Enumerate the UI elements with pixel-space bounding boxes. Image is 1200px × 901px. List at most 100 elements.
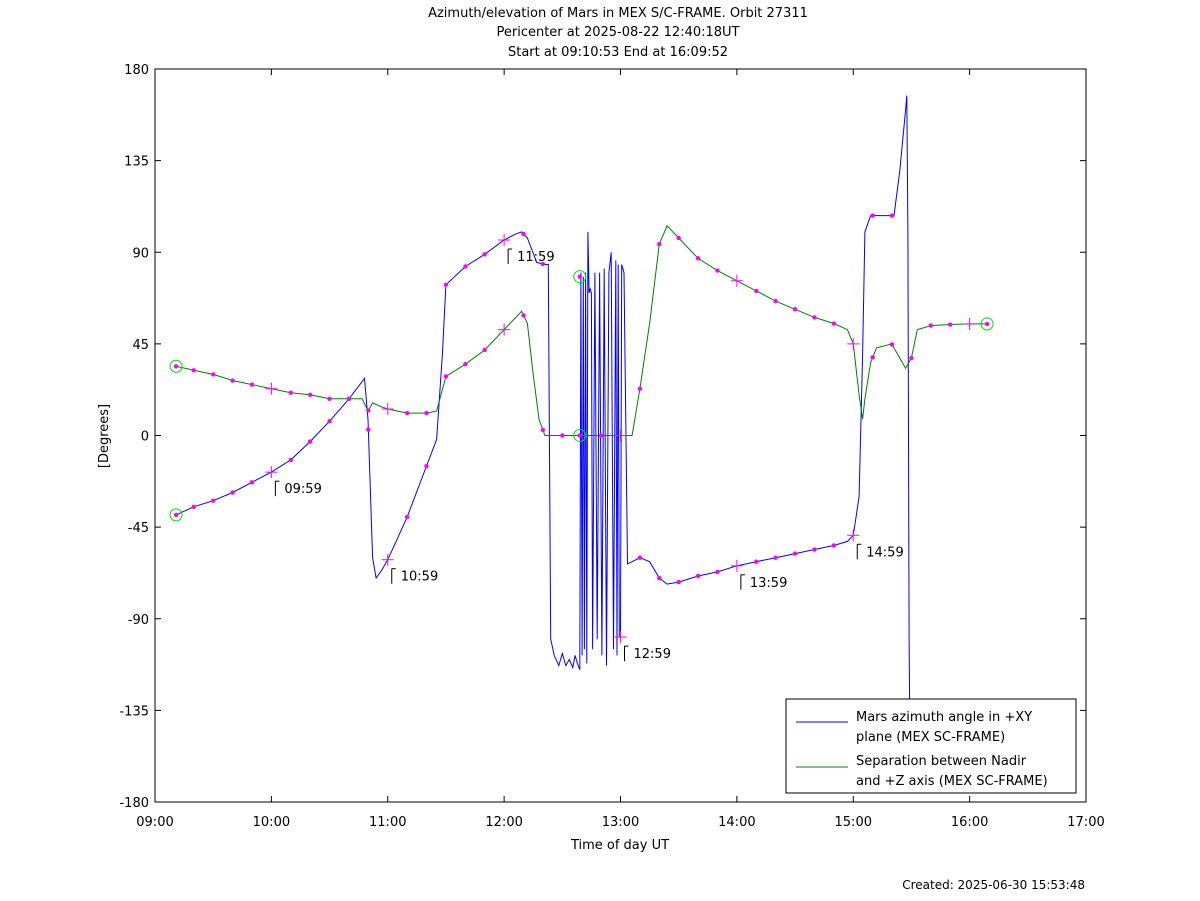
- y-tick-label: 180: [124, 63, 149, 78]
- x-tick-label: 10:00: [253, 815, 290, 830]
- time-annotation: 10:59: [391, 568, 438, 585]
- legend-label-azimuth-line-2: plane (MEX SC-FRAME): [856, 730, 1005, 745]
- data-point-dot: [424, 410, 429, 416]
- x-tick-label: 17:00: [1067, 815, 1104, 830]
- data-point-dot: [598, 433, 604, 438]
- time-annotation: 14:59: [856, 543, 904, 560]
- data-point-dot: [191, 504, 196, 509]
- data-point-dot: [307, 392, 313, 397]
- data-point-dot: [210, 372, 216, 377]
- axis-ticks: 09:00 10:00 11:00 12:00 13:00 14:00 15:00 16:00…: [119, 63, 1104, 830]
- endpoint-marker: [169, 359, 183, 373]
- data-point-dot: [831, 321, 837, 326]
- x-tick-label: 14:00: [718, 815, 755, 830]
- legend-label-separation-line-1: Separation between Nadir: [856, 754, 1027, 769]
- data-point-dot: [288, 457, 294, 463]
- hour-marker: [265, 466, 278, 479]
- data-point-dot: [482, 252, 487, 257]
- y-tick-label: -180: [119, 796, 149, 811]
- series-layer: [175, 95, 988, 711]
- data-point-dot: [695, 256, 701, 261]
- data-point-dot: [307, 439, 313, 444]
- x-tick-label: 13:00: [602, 815, 639, 830]
- data-point-dot: [482, 347, 487, 353]
- hour-marker: [963, 317, 976, 330]
- data-point-dot: [327, 419, 332, 424]
- x-tick-label: 09:00: [136, 815, 173, 830]
- y-tick-label: 90: [132, 246, 149, 261]
- data-point-dot: [191, 368, 196, 373]
- x-tick-label: 16:00: [951, 815, 988, 830]
- hour-marker: [381, 403, 394, 416]
- data-point-dot: [870, 355, 875, 360]
- data-point-dot: [792, 551, 798, 556]
- data-point-dot: [521, 313, 526, 318]
- hour-marker: [847, 529, 860, 542]
- hour-marker: [614, 429, 627, 442]
- legend-label-separation-line-2: and +Z axis (MEX SC-FRAME): [856, 774, 1048, 789]
- data-point-dot: [463, 362, 468, 367]
- data-point-dot: [404, 514, 410, 520]
- y-tick-label: -45: [128, 521, 149, 536]
- data-point-dot: [637, 386, 643, 391]
- legend-box: [785, 698, 1077, 794]
- data-point-dot: [831, 543, 837, 548]
- data-point-dot: [715, 569, 720, 575]
- data-point-dot: [249, 480, 255, 485]
- time-annotation: 12:59: [624, 645, 671, 662]
- data-point-dot: [366, 408, 371, 413]
- data-point-dot: [812, 315, 817, 320]
- hour-marker: [498, 234, 511, 247]
- hour-marker: [265, 382, 278, 395]
- data-point-dot: [792, 307, 798, 312]
- data-point-dot: [210, 498, 216, 503]
- data-point-dot: [928, 323, 934, 328]
- data-point-dot: [249, 382, 255, 387]
- data-point-dot: [560, 433, 565, 438]
- marker-layer: [169, 213, 994, 644]
- y-tick-label: 135: [124, 155, 149, 170]
- time-annotation-label: 13:59: [750, 576, 787, 591]
- data-point-dot: [889, 213, 895, 218]
- y-tick-label: -90: [128, 613, 149, 628]
- data-point-dot: [327, 396, 332, 402]
- annotation-layer: 09:59 10:59 11:59 12:59 13:59 14:59: [274, 248, 904, 662]
- data-point-dot: [366, 427, 371, 432]
- data-point-dot: [404, 410, 410, 416]
- data-point-dot: [346, 396, 352, 402]
- data-point-dot: [889, 342, 895, 347]
- time-annotation-label: 11:59: [517, 250, 554, 265]
- data-point-dot: [443, 282, 449, 288]
- data-point-dot: [754, 288, 759, 294]
- x-tick-label: 11:00: [369, 815, 406, 830]
- data-point-dot: [657, 575, 662, 581]
- y-tick-label: -135: [119, 704, 149, 719]
- x-tick-label: 12:00: [485, 815, 522, 830]
- hour-marker: [614, 631, 627, 644]
- time-annotation-label: 10:59: [401, 570, 438, 585]
- hour-marker: [730, 274, 743, 287]
- y-tick-label: 0: [141, 430, 149, 445]
- data-point-dot: [230, 490, 235, 495]
- data-point-dot: [463, 264, 468, 269]
- time-annotation: 13:59: [740, 574, 787, 591]
- endpoint-marker: [573, 429, 587, 442]
- data-point-dot: [443, 374, 449, 379]
- data-point-dot: [773, 555, 778, 560]
- time-annotation: 09:59: [274, 480, 322, 497]
- data-point-dot: [715, 268, 720, 273]
- hour-marker: [381, 553, 394, 566]
- data-point-dot: [676, 579, 681, 585]
- data-point-dot: [947, 322, 953, 327]
- y-tick-label: 45: [132, 338, 149, 353]
- data-point-dot: [230, 378, 235, 383]
- x-tick-label: 15:00: [835, 815, 872, 830]
- x-axis-label: Time of day UT: [570, 838, 669, 853]
- time-annotation-label: 09:59: [284, 482, 321, 497]
- time-annotation: 11:59: [507, 248, 555, 265]
- data-point-dot: [540, 261, 546, 267]
- hour-marker: [847, 337, 860, 350]
- time-annotation-label: 12:59: [634, 647, 671, 662]
- chart-title-line-3: Start at 09:10:53 End at 16:09:52: [508, 45, 728, 60]
